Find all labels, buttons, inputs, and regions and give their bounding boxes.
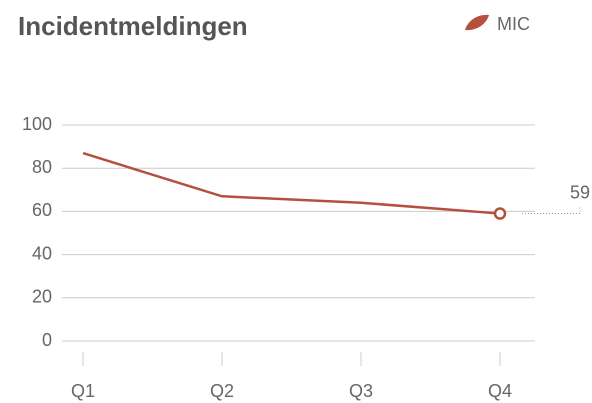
chart-title: Incidentmeldingen [18,11,248,41]
x-tick-label: Q3 [349,381,373,401]
point [493,207,507,220]
data-label: 59 [570,182,590,202]
legend-label: MIC [497,14,530,34]
y-tick-label: 20 [32,287,52,307]
y-tick-label: 40 [32,243,52,263]
x-tick-label: Q4 [488,381,512,401]
x-tick-label: Q1 [71,381,95,401]
y-tick-label: 100 [22,114,52,134]
y-tick-label: 60 [32,200,52,220]
y-tick-label: 0 [42,330,52,350]
x-tick-label: Q2 [210,381,234,401]
y-tick-label: 80 [32,157,52,177]
legend-icon [465,14,489,31]
leader-line [522,205,581,215]
line [82,151,501,215]
